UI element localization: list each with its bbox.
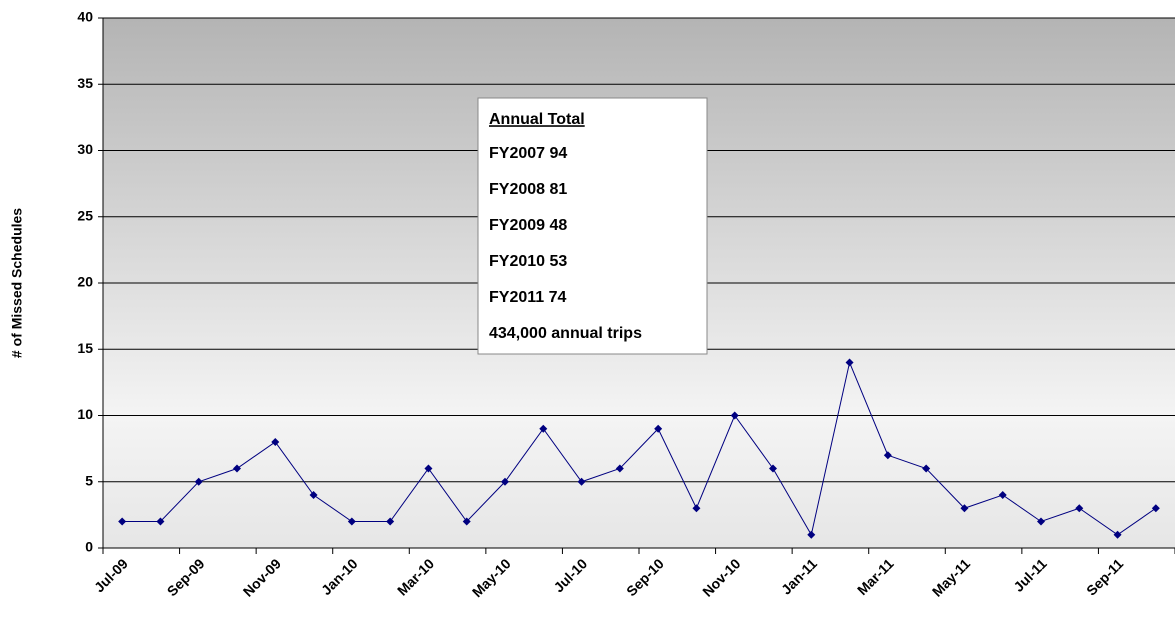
- x-tick-label: Mar-10: [394, 555, 437, 598]
- marker: [615, 464, 624, 473]
- annotation-note: 434,000 annual trips: [489, 325, 642, 342]
- x-tick-label: Nov-09: [240, 555, 284, 599]
- annotation-line: FY2009 48: [489, 217, 567, 234]
- annotation-frame: [477, 97, 708, 355]
- annotation-title: Annual Total: [489, 111, 585, 128]
- marker: [998, 491, 1007, 499]
- marker: [769, 464, 777, 473]
- y-tick-label: 40: [77, 9, 93, 25]
- marker: [922, 464, 931, 473]
- marker: [845, 358, 854, 367]
- x-tick-label: Nov-10: [699, 555, 743, 599]
- x-tick-label: May-10: [469, 555, 514, 600]
- annotation-box: Annual Total FY2007 94 FY2008 81 FY2009 48 F…: [477, 97, 708, 355]
- x-tick-label: Sep-09: [164, 555, 208, 599]
- annotation-line: FY2011 74: [489, 289, 567, 306]
- y-tick-label: 30: [77, 141, 93, 157]
- marker: [577, 477, 586, 486]
- annotation-line: FY2010 53: [489, 253, 567, 270]
- x-tick-label: Jul-09: [91, 555, 131, 595]
- y-tick-label: 25: [77, 207, 93, 223]
- marker: [156, 517, 165, 526]
- marker: [462, 517, 471, 526]
- marker: [539, 424, 548, 433]
- x-tick-label: May-11: [929, 555, 973, 599]
- x-tick-label: Jan-10: [318, 555, 361, 598]
- x-tick-label: Mar-11: [854, 555, 897, 598]
- y-axis-label: # of Missed Schedules: [9, 208, 25, 358]
- y-tick-label: 35: [77, 75, 93, 91]
- y-tick-label: 5: [85, 472, 93, 488]
- y-tick-label: 10: [77, 406, 93, 422]
- marker: [1075, 504, 1084, 513]
- y-tick-label: 15: [77, 340, 93, 356]
- marker: [730, 411, 739, 420]
- marker: [118, 517, 127, 526]
- y-tick-label: 20: [77, 274, 93, 290]
- x-tick-label: Sep-11: [1083, 555, 1126, 598]
- annotation-line: FY2008 81: [489, 181, 567, 198]
- marker: [271, 438, 280, 446]
- marker: [883, 451, 892, 460]
- marker: [233, 464, 241, 473]
- marker: [654, 424, 663, 433]
- marker: [194, 477, 203, 486]
- series-line: [122, 360, 1157, 537]
- annotation-line: FY2007 94: [489, 145, 567, 162]
- marker: [424, 464, 433, 473]
- x-tick-label: Jan-11: [778, 555, 820, 597]
- marker: [1037, 517, 1045, 526]
- marker: [807, 530, 816, 539]
- marker: [347, 517, 356, 526]
- x-tick-label: Sep-10: [623, 555, 667, 599]
- x-tick-label: Jul-10: [550, 555, 590, 595]
- marker: [1113, 530, 1122, 539]
- marker: [309, 491, 318, 499]
- y-tick-label: 0: [85, 539, 93, 555]
- marker: [501, 477, 509, 486]
- marker: [960, 504, 969, 513]
- x-tick-label: Jul-11: [1010, 555, 1050, 595]
- marker: [692, 504, 701, 513]
- marker: [1151, 504, 1160, 513]
- marker: [386, 517, 395, 526]
